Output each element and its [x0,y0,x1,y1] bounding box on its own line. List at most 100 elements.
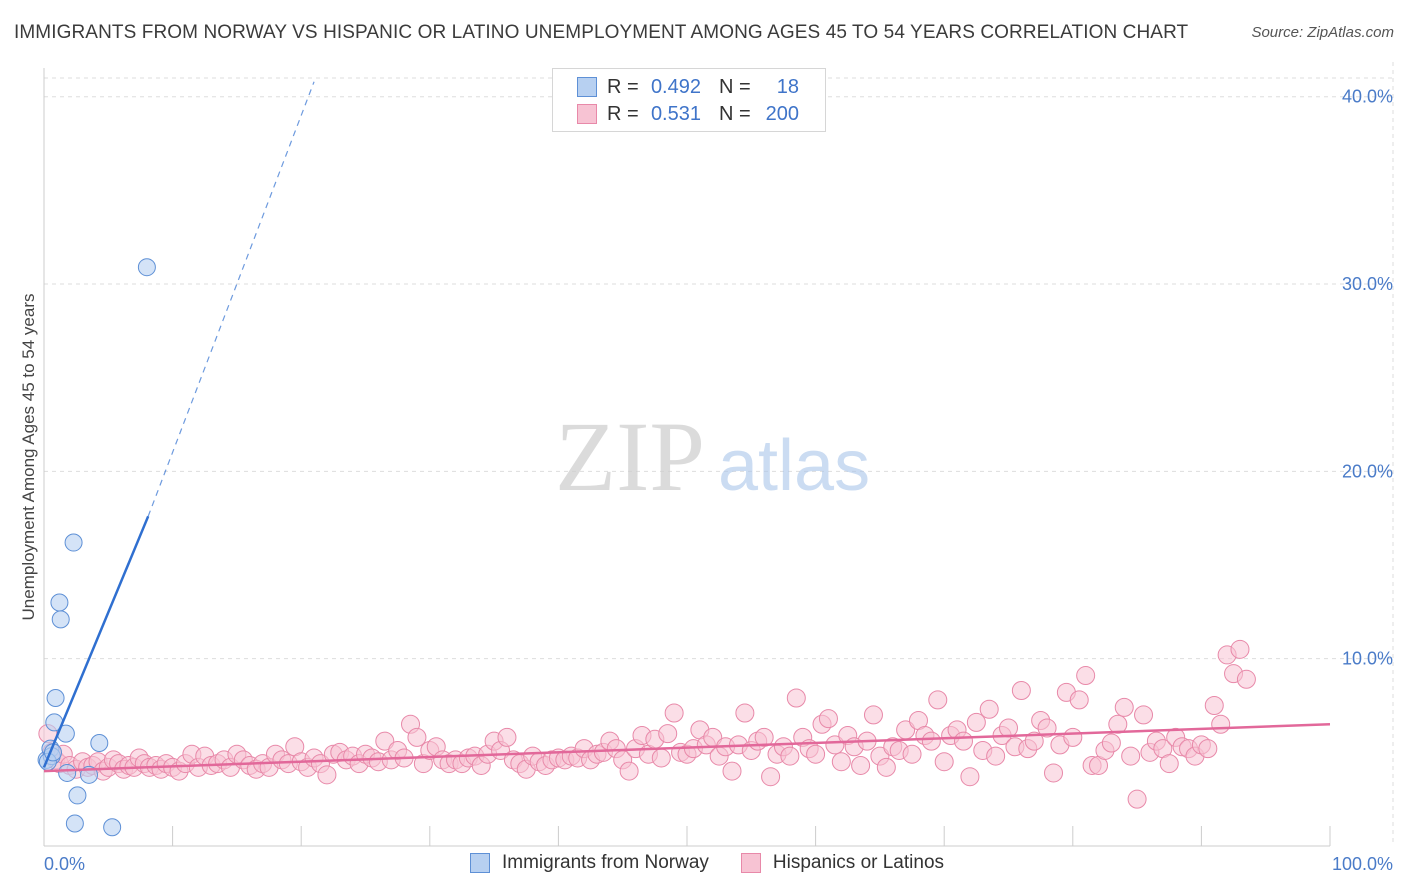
data-point-hispanic [1037,718,1057,738]
hispanics-series [38,639,1256,809]
legend-label-norway: Immigrants from Norway [502,852,709,873]
data-point-hispanic [953,731,973,751]
data-point-norway [58,763,77,782]
data-point-hispanic [863,705,883,725]
data-point-hispanic [876,757,896,777]
data-point-hispanic [1044,763,1064,783]
data-point-hispanic [851,755,871,775]
correlation-legend: R = 0.492 N = 18 R = 0.531 N = 200 [552,68,826,132]
data-point-hispanic [1076,666,1096,686]
data-point-hispanic [658,724,678,744]
data-point-hispanic [761,767,781,787]
data-point-hispanic [1101,733,1121,753]
data-point-hispanic [1024,731,1044,751]
trend-line-hispanic [43,722,1331,773]
data-point-hispanic [1121,746,1141,766]
data-point-norway [65,814,84,833]
source-label: Source: ZipAtlas.com [1251,24,1394,41]
data-point-hispanic [928,690,948,710]
axes [43,68,1331,847]
data-point-hispanic [825,735,845,755]
y-axis-label: Unemployment Among Ages 45 to 54 years [19,294,38,621]
data-point-hispanic [651,748,671,768]
data-point-norway [103,818,122,837]
data-point-hispanic [754,727,774,747]
legend-r-key: R = [607,75,639,98]
data-point-hispanic [407,727,427,747]
legend-r-key: R = [607,102,639,125]
data-point-hispanic [831,752,851,772]
legend-n-value: 200 [765,102,799,125]
data-point-norway [137,258,156,277]
data-point-hispanic [1114,697,1134,717]
data-point-hispanic [1236,669,1256,689]
data-point-hispanic [986,746,1006,766]
data-point-hispanic [979,699,999,719]
legend-n-key: N = [719,102,751,125]
data-point-hispanic [1134,705,1154,725]
data-point-hispanic [806,744,826,764]
legend-item-hispanic[interactable]: Hispanics or Latinos [740,852,945,874]
trend-line-norway-projection [147,81,315,517]
legend-swatch-blue [470,853,490,873]
data-point-hispanic [902,744,922,764]
data-point-hispanic [375,731,395,751]
data-point-hispanic [960,767,980,787]
legend-swatch-pink [740,853,761,873]
watermark: ZIP atlas [555,401,870,512]
data-point-norway [46,689,65,708]
data-point-hispanic [1069,690,1089,710]
data-point-norway [51,610,70,629]
data-point-hispanic [1198,739,1218,759]
legend-r-value: 0.531 [650,102,701,125]
data-point-norway [64,533,83,552]
data-point-norway [68,786,87,805]
data-point-hispanic [1211,714,1231,734]
data-point-hispanic [1063,727,1083,747]
data-point-hispanic [1159,754,1179,774]
data-point-hispanic [1204,696,1224,716]
legend-swatch-blue [577,77,597,97]
legend-r-value: 0.492 [650,75,701,98]
x-tick-label: 100.0% [1332,854,1393,874]
data-point-hispanic [664,703,684,723]
legend-swatch-pink [577,104,597,124]
data-point-hispanic [1011,681,1031,701]
data-point-hispanic [818,709,838,729]
y-tick-label: 40.0% [1342,87,1393,107]
data-point-hispanic [934,752,954,772]
data-point-hispanic [619,761,639,781]
data-point-norway [90,733,109,752]
data-point-hispanic [722,761,742,781]
legend-item-norway[interactable]: Immigrants from Norway [470,852,709,874]
data-point-hispanic [786,688,806,708]
data-point-hispanic [780,746,800,766]
trend-lines [42,81,1331,773]
y-tick-label: 20.0% [1342,461,1393,481]
chart-title: IMMIGRANTS FROM NORWAY VS HISPANIC OR LA… [14,22,1189,43]
legend-row-norway: R = 0.492 N = 18 [577,74,799,100]
legend-label-hispanic: Hispanics or Latinos [772,852,945,873]
tick-labels: 10.0% 20.0% 30.0% 40.0% 0.0% 100.0% [44,87,1393,874]
data-point-hispanic [1108,714,1128,734]
data-point-hispanic [999,718,1018,738]
data-point-norway [50,593,69,612]
data-point-hispanic [921,731,941,751]
series-legend: Immigrants from Norway Hispanics or Lati… [470,852,976,874]
legend-n-key: N = [719,75,751,98]
data-point-hispanic [1230,639,1250,659]
trend-line-norway [42,515,150,768]
watermark-atlas: atlas [718,426,870,506]
data-point-hispanic [317,765,337,785]
legend-row-hispanic: R = 0.531 N = 200 [577,101,799,127]
y-tick-label: 10.0% [1342,649,1393,669]
legend-n-value: 18 [776,75,799,98]
data-point-hispanic [1127,789,1147,809]
x-tick-label: 0.0% [44,854,85,874]
data-point-hispanic [497,727,517,747]
data-point-hispanic [735,703,755,723]
data-point-hispanic [966,712,986,732]
watermark-zip: ZIP [555,401,705,512]
y-tick-label: 30.0% [1342,274,1393,294]
